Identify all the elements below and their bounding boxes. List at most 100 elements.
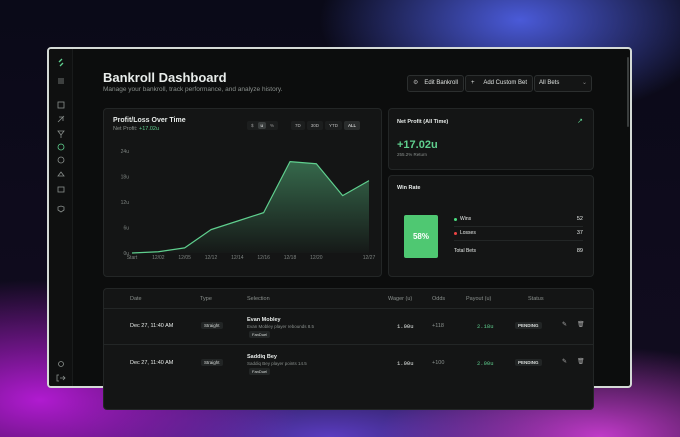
- column-header: Date: [130, 296, 142, 302]
- sidebar: [49, 49, 73, 386]
- unit-option[interactable]: %: [270, 123, 275, 128]
- nav-icon[interactable]: [57, 156, 65, 164]
- chart-card: Profit/Loss Over Time Net Profit: +17.02…: [103, 108, 382, 277]
- type-badge: Straight: [201, 322, 223, 329]
- book-badge: FanDuel: [249, 368, 271, 375]
- range-toggle: 7D 30D YTD ALL: [291, 121, 361, 130]
- edit-icon[interactable]: ✎: [562, 359, 568, 365]
- x-tick-label: 12/20: [310, 255, 323, 261]
- card-title: Net Profit (All Time): [397, 119, 449, 125]
- nav-icon[interactable]: [57, 186, 65, 193]
- chart-title: Profit/Loss Over Time: [113, 117, 186, 124]
- menu-icon[interactable]: [58, 78, 64, 84]
- page-subtitle: Manage your bankroll, track performance,…: [103, 86, 283, 93]
- button-label: Add Custom Bet: [483, 80, 527, 86]
- row-value: 89: [576, 248, 583, 254]
- net-profit-card: Net Profit (All Time) ↗ +17.02u 255.2% R…: [388, 108, 594, 170]
- area-line: [131, 161, 370, 254]
- column-header: Status: [528, 296, 544, 302]
- return-value: 255.2% Return: [397, 152, 428, 157]
- range-option[interactable]: 7D: [291, 121, 305, 130]
- row-label: Total Bets: [454, 248, 476, 254]
- row-value: 52: [576, 216, 583, 222]
- logo[interactable]: [58, 58, 64, 67]
- settings-icon[interactable]: [58, 361, 64, 367]
- status-badge: PENDING: [515, 322, 542, 329]
- net-profit-summary: Net Profit: +17.02u: [113, 126, 159, 132]
- type-badge: Straight: [201, 359, 223, 366]
- nav-icon[interactable]: [57, 130, 65, 138]
- range-option[interactable]: ALL: [344, 121, 361, 130]
- column-header: Payout (u): [466, 296, 492, 302]
- wager: 1.00u: [397, 323, 414, 330]
- delete-icon[interactable]: 🗑: [577, 359, 585, 365]
- y-tick-label: 12u: [121, 200, 130, 206]
- select-value: All Bets: [539, 80, 560, 86]
- y-tick-label: 24u: [121, 149, 130, 155]
- value: +17.02u: [138, 126, 160, 132]
- label: Net Profit:: [113, 126, 138, 132]
- odds: +100: [432, 360, 445, 366]
- row-value: 37: [576, 230, 583, 236]
- card-title: Win Rate: [397, 185, 421, 191]
- chart: 0u 6u 12u 18u 24u Start 12/02 12/05 12/12 12/14 12…: [121, 149, 376, 261]
- filter-select[interactable]: All Bets ⌄: [534, 75, 592, 92]
- selection-name: Saddiq Bey: [247, 354, 277, 360]
- x-tick-label: Start: [127, 255, 138, 261]
- x-tick-label: 12/02: [152, 255, 165, 261]
- delete-icon[interactable]: 🗑: [577, 322, 585, 328]
- x-tick-label: 12/12: [205, 255, 218, 261]
- nav-icon[interactable]: [57, 101, 65, 109]
- row-label: Wins: [460, 216, 472, 222]
- unit-option[interactable]: $: [251, 123, 254, 128]
- x-tick-label: 12/14: [231, 255, 244, 261]
- range-option[interactable]: 30D: [306, 121, 324, 130]
- date: Dec 27, 11:40 AM: [130, 360, 174, 366]
- unit-option[interactable]: u: [257, 122, 267, 129]
- selection-name: Evan Mobley: [247, 317, 281, 323]
- logout-icon[interactable]: [56, 374, 66, 382]
- x-tick-label: 12/16: [257, 255, 270, 261]
- divider: [104, 308, 593, 309]
- column-header: Wager (u): [388, 296, 413, 302]
- nav-icon[interactable]: [57, 143, 65, 151]
- column-header: Selection: [247, 296, 270, 302]
- net-profit-value: +17.02u: [397, 139, 438, 151]
- range-option[interactable]: YTD: [325, 121, 343, 130]
- selection-detail: Saddiq Bey player points 14.5: [247, 361, 307, 366]
- nav-icon[interactable]: [57, 171, 65, 177]
- legend-dot: [454, 218, 457, 221]
- divider: [454, 240, 583, 241]
- legend-dot: [454, 232, 457, 235]
- unit-toggle: $ u%: [247, 121, 279, 130]
- x-tick-label: 12/18: [284, 255, 297, 261]
- book-badge: FanDuel: [249, 331, 271, 338]
- row-label: Losses: [460, 230, 476, 236]
- divider: [104, 344, 593, 345]
- add-bet-button[interactable]: + Add Custom Bet: [465, 75, 533, 92]
- page-title: Bankroll Dashboard: [103, 70, 227, 85]
- selection-detail: Evan Mobley player rebounds 8.5: [247, 324, 315, 329]
- column-header: Type: [200, 296, 212, 302]
- status-badge: PENDING: [515, 359, 542, 366]
- nav-icon[interactable]: [57, 205, 65, 213]
- win-rate-badge: 58%: [404, 215, 438, 258]
- column-header: Odds: [432, 296, 446, 302]
- area-fill: [132, 161, 369, 253]
- bets-table: Date Type Selection Wager (u) Odds Payout (u)…: [103, 288, 594, 410]
- y-tick-label: 18u: [121, 175, 130, 181]
- nav-icon[interactable]: [57, 115, 65, 123]
- odds: +118: [432, 323, 444, 329]
- edit-icon[interactable]: ✎: [562, 322, 568, 328]
- payout: 2.18u: [477, 323, 494, 330]
- edit-bankroll-button[interactable]: ⚙ Edit Bankroll: [407, 75, 464, 92]
- wager: 1.00u: [397, 360, 414, 367]
- scrollbar[interactable]: [627, 57, 629, 127]
- x-tick-label: 12/27: [363, 255, 376, 261]
- trend-icon: ↗: [577, 118, 583, 125]
- win-rate-card: Win Rate 58% Wins 52 Losses 37 Total Bets 89: [388, 175, 594, 277]
- y-tick-label: 6u: [123, 226, 129, 232]
- x-tick-label: 12/05: [178, 255, 191, 261]
- button-label: Edit Bankroll: [424, 80, 458, 86]
